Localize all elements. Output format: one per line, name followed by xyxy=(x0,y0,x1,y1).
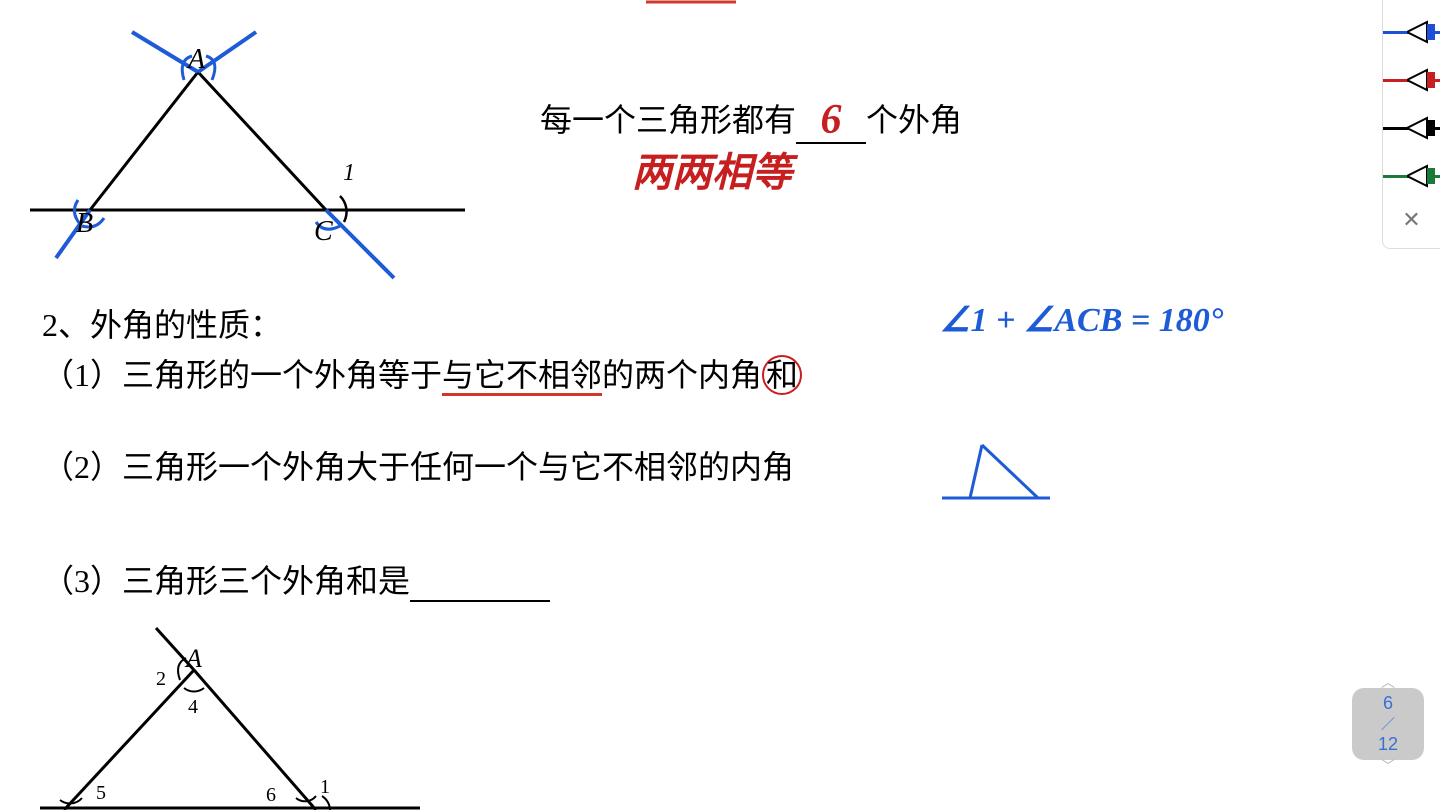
pen-nib-icon xyxy=(1407,164,1435,188)
page-sep: ／ xyxy=(1381,714,1395,734)
pen-red[interactable] xyxy=(1383,56,1440,104)
label2-1: 1 xyxy=(320,776,330,799)
close-icon: ✕ xyxy=(1402,207,1420,233)
pen-black[interactable] xyxy=(1383,104,1440,152)
pen-nib-icon xyxy=(1407,20,1435,44)
triangle-diagram-2 xyxy=(0,0,500,810)
label2-6: 6 xyxy=(266,784,276,807)
close-palette-button[interactable]: ✕ xyxy=(1383,200,1440,240)
pen-blue[interactable] xyxy=(1383,8,1440,56)
page-current: 6 xyxy=(1383,693,1393,714)
chevron-up-icon[interactable]: ︿ xyxy=(1381,672,1395,692)
pen-nib-icon xyxy=(1407,116,1435,140)
pen-green[interactable] xyxy=(1383,152,1440,200)
label2-4: 4 xyxy=(188,696,198,719)
label2-5: 5 xyxy=(96,782,106,805)
pen-palette: ✕ xyxy=(1382,0,1440,249)
page-total: 12 xyxy=(1378,734,1398,755)
pen-nib-icon xyxy=(1407,68,1435,92)
label2-A: A xyxy=(186,644,202,674)
chevron-down-icon[interactable]: ﹀ xyxy=(1381,756,1395,776)
label2-2: 2 xyxy=(156,668,166,691)
page-indicator[interactable]: ︿ 6 ／ 12 ﹀ xyxy=(1352,688,1424,760)
